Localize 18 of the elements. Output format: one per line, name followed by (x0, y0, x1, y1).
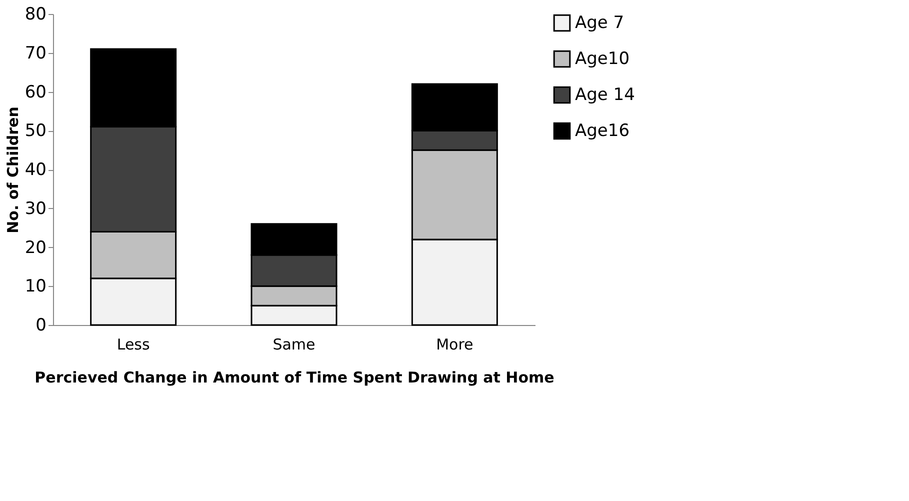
x-axis-title: Percieved Change in Amount of Time Spent Drawing at Home (34, 368, 554, 386)
y-tick-label: 80 (24, 4, 46, 24)
x-tick-label: More (436, 336, 474, 354)
y-tick-label: 0 (36, 316, 46, 336)
y-axis-title: No. of Children (4, 106, 22, 234)
y-tick-label: 70 (24, 43, 46, 64)
y-tick-label: 40 (24, 160, 46, 180)
y-tick-label: 30 (24, 198, 46, 219)
y-tick-label: 10 (24, 276, 46, 297)
legend-label: Age16 (575, 121, 630, 141)
y-tick-label: 20 (24, 238, 46, 258)
legend-label: Age10 (575, 49, 630, 69)
legend-label: Age 14 (575, 85, 635, 105)
x-tick-label: Less (116, 336, 150, 354)
y-tick-label: 60 (24, 82, 46, 102)
y-tick-label: 50 (24, 121, 46, 142)
legend-label: Age 7 (575, 13, 624, 33)
x-tick-label: Same (272, 336, 316, 354)
